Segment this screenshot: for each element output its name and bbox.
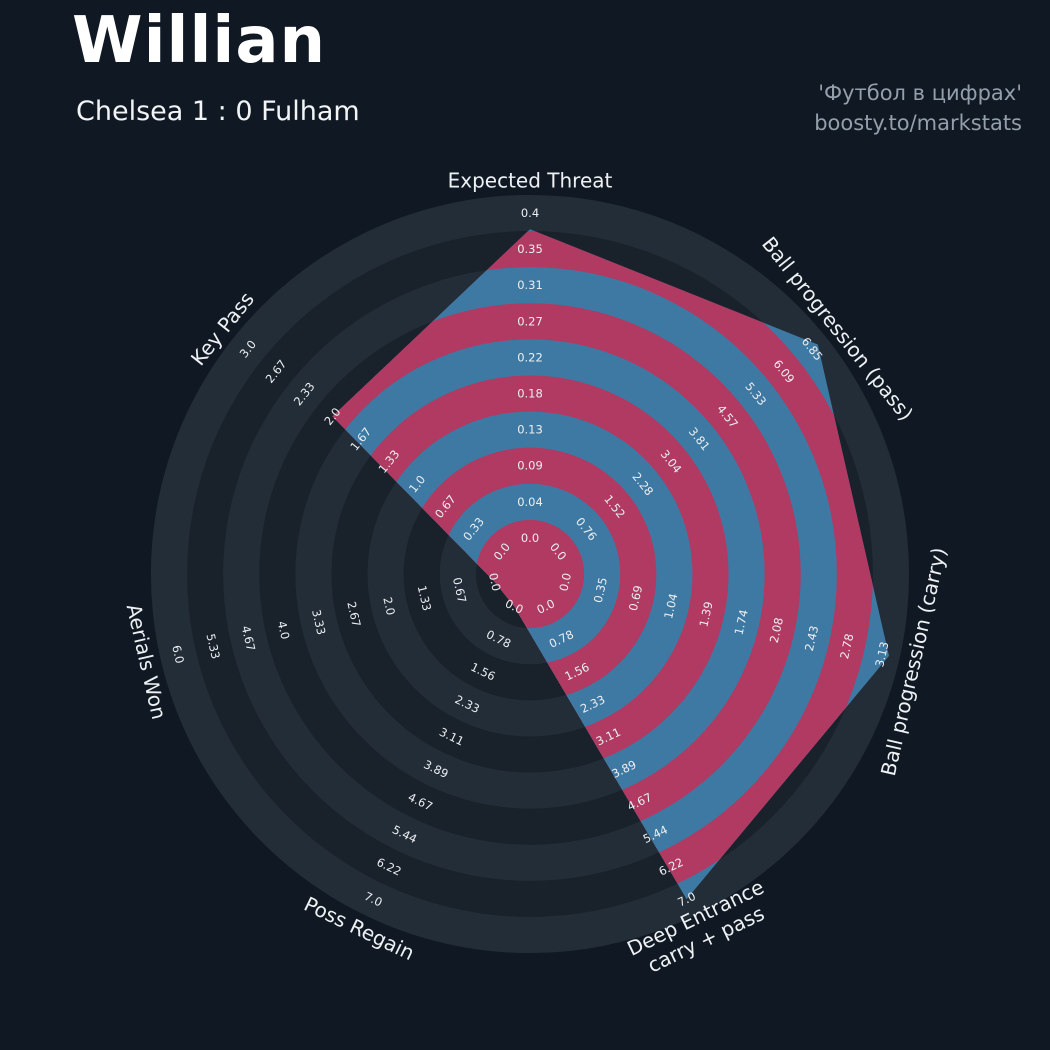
axis-title: Expected Threat bbox=[448, 169, 613, 193]
tick-label: 6.0 bbox=[169, 644, 187, 665]
tick-label: 3.13 bbox=[872, 640, 891, 668]
tick-label: 0.09 bbox=[517, 459, 543, 473]
page-title: Willian bbox=[72, 4, 327, 78]
tick-label: 0.35 bbox=[591, 576, 610, 604]
watermark-line1: 'Футбол в цифрах' bbox=[818, 81, 1022, 105]
tick-label: 1.74 bbox=[732, 608, 751, 636]
tick-label: 2.08 bbox=[767, 616, 786, 644]
tick-label: 4.0 bbox=[275, 620, 293, 641]
match-score: Chelsea 1 : 0 Fulham bbox=[76, 96, 360, 127]
tick-label: 0.69 bbox=[626, 584, 645, 612]
tick-label: 0.31 bbox=[517, 278, 543, 292]
tick-label: 0.04 bbox=[517, 495, 543, 509]
tick-label: 0.67 bbox=[450, 576, 469, 604]
tick-label: 0.22 bbox=[517, 350, 543, 364]
tick-label: 4.67 bbox=[239, 624, 258, 652]
tick-label: 1.39 bbox=[696, 600, 715, 628]
tick-label: 2.67 bbox=[344, 600, 363, 628]
tick-label: 0.13 bbox=[517, 423, 543, 437]
tick-label: 0.0 bbox=[521, 531, 539, 545]
tick-label: 0.4 bbox=[521, 206, 539, 220]
tick-label: 2.43 bbox=[802, 624, 821, 652]
tick-label: 1.04 bbox=[661, 592, 680, 620]
tick-label: 1.33 bbox=[415, 584, 434, 612]
tick-label: 0.0 bbox=[486, 572, 504, 593]
watermark: 'Футбол в цифрах' boosty.to/markstats bbox=[814, 78, 1022, 139]
tick-label: 0.35 bbox=[517, 242, 543, 256]
tick-label: 5.33 bbox=[204, 632, 223, 660]
watermark-line2: boosty.to/markstats bbox=[814, 111, 1022, 136]
tick-label: 2.78 bbox=[837, 632, 856, 660]
tick-label: 0.27 bbox=[517, 314, 543, 328]
tick-label: 3.33 bbox=[309, 608, 328, 636]
player-radar-fill bbox=[332, 229, 889, 900]
tick-label: 0.0 bbox=[556, 572, 574, 593]
tick-label: 0.18 bbox=[517, 387, 543, 401]
tick-label: 2.0 bbox=[380, 596, 398, 617]
